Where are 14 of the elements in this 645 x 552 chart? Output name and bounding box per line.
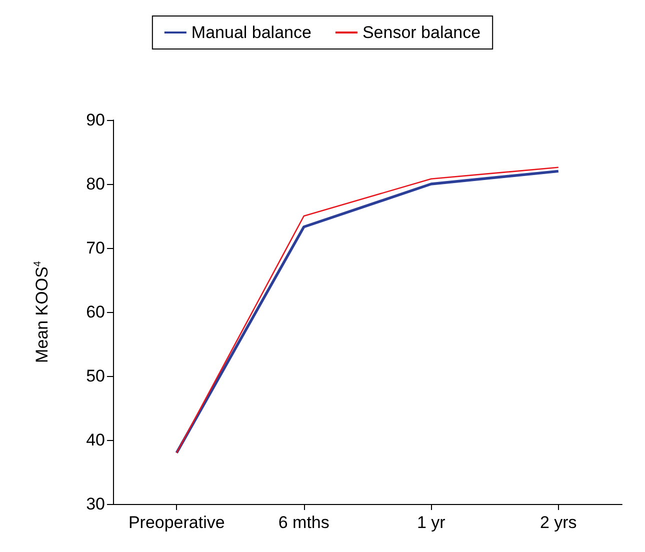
y-tick-label: 30: [86, 494, 105, 514]
y-tick-label: 90: [86, 110, 105, 130]
y-tick-label: 40: [86, 430, 105, 450]
y-tick-label: 70: [86, 238, 105, 258]
x-tick-label: 6 mths: [278, 513, 330, 532]
x-tick-label: 2 yrs: [540, 513, 577, 532]
y-tick-label: 60: [86, 302, 105, 322]
y-axis-title: Mean KOOS4: [32, 260, 52, 363]
y-tick-label: 80: [86, 174, 105, 194]
legend-label: Sensor balance: [362, 23, 481, 42]
legend-label: Manual balance: [191, 23, 312, 42]
x-tick-label: 1 yr: [416, 513, 446, 532]
x-tick-label: Preoperative: [128, 513, 225, 532]
y-tick-label: 50: [86, 366, 105, 386]
